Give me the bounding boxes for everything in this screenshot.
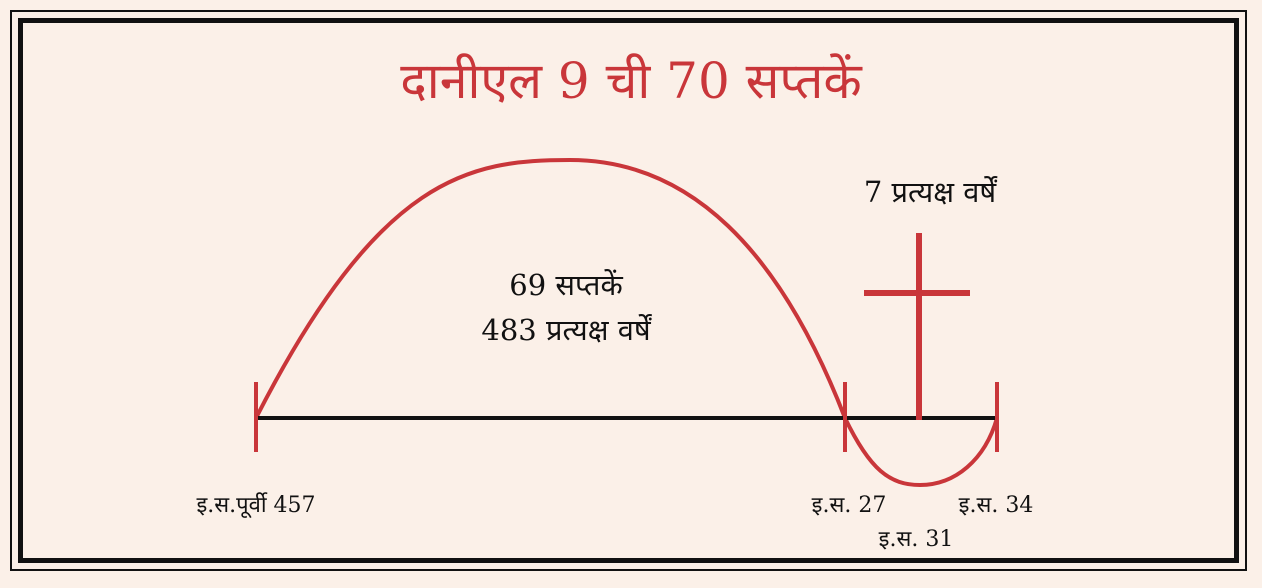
date-start: इ.स.पूर्वी 457 (196, 492, 315, 519)
inner-border (18, 18, 1239, 563)
arc-label-years: 483 प्रत्यक्ष वर्षें (481, 313, 652, 347)
week-label: 7 प्रत्यक्ष वर्षें (864, 175, 998, 209)
page-title: दानीएल 9 ची 70 सप्तकें (400, 52, 863, 110)
arc-label-weeks: 69 सप्तकें (509, 268, 623, 302)
arc-69-weeks (254, 157, 847, 419)
date-baptism: इ.स. 27 (812, 493, 887, 518)
date-cross: इ.स. 31 (879, 527, 954, 552)
outer-border (10, 10, 1247, 571)
arc-final-week (843, 417, 999, 488)
date-end: इ.स. 34 (959, 493, 1034, 518)
